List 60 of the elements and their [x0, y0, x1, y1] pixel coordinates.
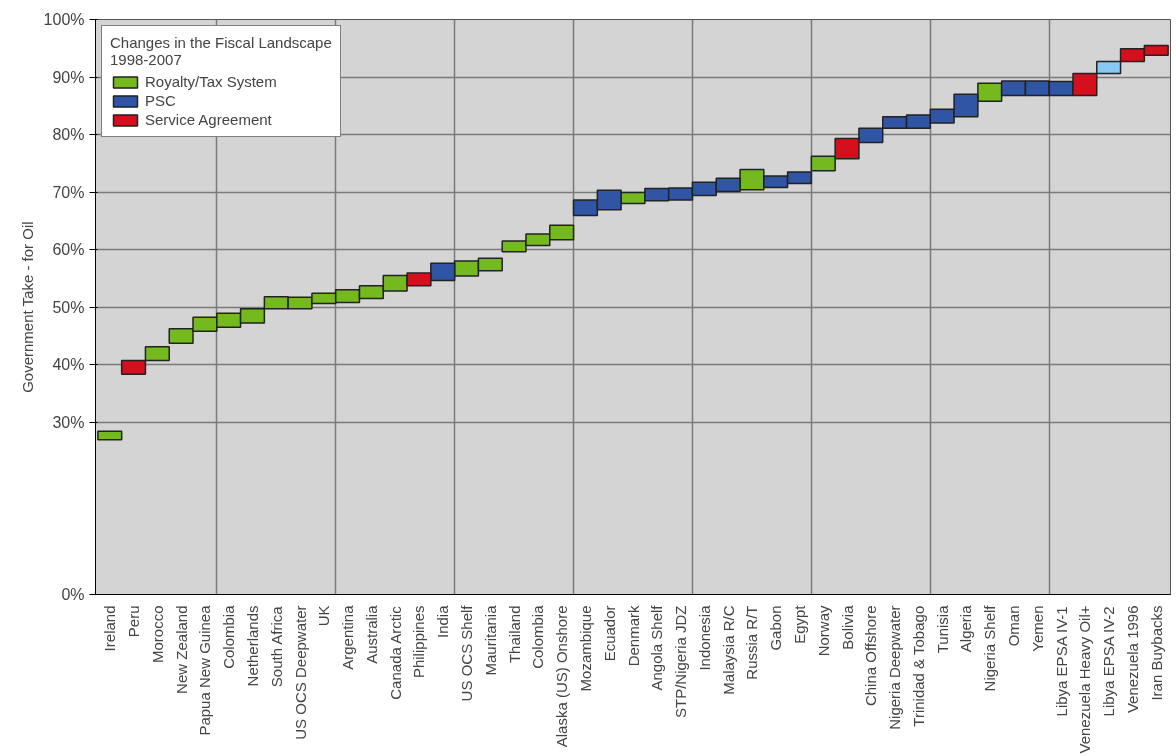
x-tick-label: Algeria	[957, 604, 975, 653]
x-tick-label: China Offshore	[862, 605, 880, 707]
x-tick-label: Colombia	[529, 604, 547, 669]
x-tick-label: Oman	[1005, 605, 1023, 647]
x-tick-label: Argentina	[339, 604, 357, 670]
y-tick-label: 50%	[52, 298, 85, 316]
x-tick-label: US OCS Deepwater	[291, 605, 309, 740]
x-tick-label: Libya EPSA IV-2	[1100, 606, 1118, 717]
x-tick-label: Thailand	[505, 605, 523, 664]
y-tick-label: 60%	[52, 241, 85, 258]
y-tick-label: 0%	[61, 586, 85, 603]
x-tick-label: STP/Nigeria JDZ	[672, 605, 690, 719]
x-tick-label: Tunisia	[933, 604, 951, 654]
x-tick-label: Nigeria Shelf	[981, 604, 999, 692]
x-tick-label: UK	[315, 605, 333, 627]
x-tick-label: Angola Shelf	[648, 604, 666, 691]
x-tick-label: Netherlands	[243, 605, 261, 687]
x-tick-label: Mozambique	[576, 605, 594, 692]
y-tick-label: 100%	[43, 11, 85, 28]
x-tick-label: Venezuela Heavy Oil+	[1076, 605, 1094, 754]
x-tick-label: Papua New Guinea	[196, 604, 214, 736]
x-tick-label: Peru	[125, 605, 143, 638]
y-axis-title: Government Take - for Oil	[18, 221, 36, 393]
x-tick-label: Philippines	[410, 605, 428, 679]
x-tick-label: Ecuador	[600, 605, 618, 662]
y-tick-label: 90%	[52, 68, 85, 86]
legend-title: Changes in the Fiscal Landscape 1998-2007	[110, 34, 332, 68]
x-tick-label: Gabon	[767, 605, 785, 651]
x-tick-label: South Africa	[267, 605, 285, 688]
x-tick-label: Yemen	[1028, 605, 1046, 652]
y-tick-label: 40%	[52, 356, 85, 373]
x-tick-label: India	[434, 604, 452, 639]
x-tick-label: Russia R/T	[743, 605, 761, 680]
legend-label: PSC	[145, 92, 176, 109]
x-tick-label: Bolivia	[838, 604, 856, 650]
x-tick-label: Malaysia R/C	[719, 605, 737, 695]
x-tick-label: Denmark	[624, 605, 642, 667]
legend-label: Service Agreement	[145, 111, 272, 128]
y-tick-label: 80%	[52, 126, 85, 143]
bar	[97, 430, 123, 441]
y-tick-label: 70%	[52, 183, 85, 201]
x-tick-label: Norway	[814, 605, 832, 657]
x-tick-label: Alaska (US) Onshore	[553, 605, 571, 748]
x-tick-label: Morocco	[148, 605, 166, 664]
x-tick-label: Mauritania	[481, 604, 499, 676]
x-tick-label: Libya EPSA IV-1	[1052, 606, 1070, 717]
x-tick-label: Indonesia	[695, 604, 713, 671]
x-tick-label: Colombia	[220, 604, 238, 669]
x-tick-label: Venezuela 1996	[1123, 605, 1141, 714]
x-tick-label: New Zealand	[172, 605, 190, 694]
x-tick-label: Canada Arctic	[386, 605, 404, 700]
x-tick-label: US OCS Shelf	[458, 604, 476, 702]
legend-label: Royalty/Tax System	[145, 73, 277, 90]
x-tick-label: Ireland	[101, 605, 119, 652]
x-tick-label: Nigeria Deepwater	[886, 605, 904, 730]
x-tick-label: Trinidad & Tobago	[909, 605, 927, 727]
x-tick-label: Australia	[362, 604, 380, 664]
x-tick-label: Egypt	[790, 604, 808, 644]
y-tick-label: 30%	[52, 413, 85, 431]
x-tick-label: Iran Buybacks	[1147, 605, 1165, 701]
